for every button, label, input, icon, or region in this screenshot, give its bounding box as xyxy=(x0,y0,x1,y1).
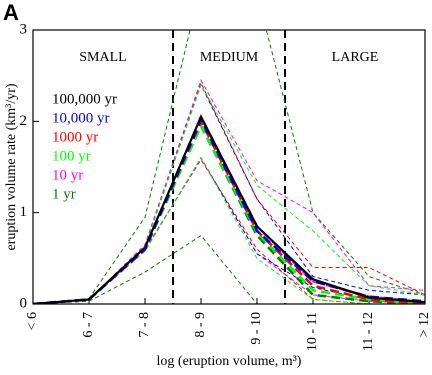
legend-entry: 100,000 yr xyxy=(52,91,117,107)
region-label: MEDIUM xyxy=(200,50,259,65)
bound-line xyxy=(33,81,425,304)
legend-entry: 10,000 yr xyxy=(52,110,110,126)
bound-line xyxy=(33,79,425,304)
y-tick-label: 1 xyxy=(20,204,28,220)
y-axis-label: eruption volume rate (km³/yr) xyxy=(4,83,19,250)
legend-entry: 10 yr xyxy=(52,167,83,183)
region-label: LARGE xyxy=(332,50,379,65)
legend-entry: 1000 yr xyxy=(52,129,98,145)
bound-line xyxy=(33,234,425,304)
panel-label: A xyxy=(3,0,19,25)
series-line xyxy=(33,114,425,304)
plot-lines xyxy=(33,30,425,304)
region-label: SMALL xyxy=(79,50,126,65)
x-tick-label: 10 - 11 xyxy=(305,312,320,351)
series-line xyxy=(33,118,425,304)
plot-frame xyxy=(32,29,426,305)
legend-entry: 100 yr xyxy=(52,148,91,164)
x-tick-label: > 12 xyxy=(417,312,432,337)
x-tick-label: 9 - 10 xyxy=(249,312,264,345)
x-tick-label: 11 - 12 xyxy=(361,312,376,351)
bound-line xyxy=(33,83,425,304)
y-tick-label: 2 xyxy=(20,113,28,129)
bound-line xyxy=(33,156,425,304)
x-tick-label: 7 - 8 xyxy=(137,312,152,338)
y-tick-label: 3 xyxy=(20,21,28,37)
x-tick-label: 6 - 7 xyxy=(81,312,96,338)
y-tick-label: 0 xyxy=(20,295,28,311)
legend-entry: 1 yr xyxy=(52,186,76,202)
x-tick-label: 8 - 9 xyxy=(193,312,208,338)
bound-line xyxy=(33,83,425,304)
series-line xyxy=(33,116,425,304)
bound-line xyxy=(33,30,425,304)
x-axis-label: log (eruption volume, m³) xyxy=(157,354,302,369)
series-line xyxy=(33,123,425,304)
series-line xyxy=(33,123,425,304)
x-tick-label: < 6 xyxy=(25,312,40,330)
